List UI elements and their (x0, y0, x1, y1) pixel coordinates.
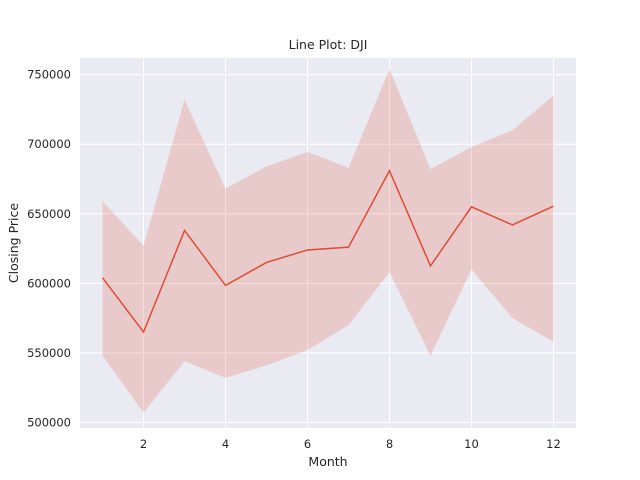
y-axis-title: Closing Price (6, 203, 21, 283)
y-tick-label: 600000 (27, 276, 71, 290)
plot-background (80, 58, 576, 428)
y-tick-label: 750000 (27, 68, 71, 82)
y-tick-labels: 500000 550000 600000 650000 700000 750000 (27, 68, 71, 430)
x-tick-label: 10 (464, 437, 479, 451)
x-tick-label: 2 (140, 437, 147, 451)
x-tick-label: 6 (304, 437, 311, 451)
y-tick-label: 650000 (27, 207, 71, 221)
x-tick-labels: 2 4 6 8 10 12 (140, 437, 561, 451)
x-tick-label: 12 (546, 437, 561, 451)
series-line (101, 168, 554, 334)
chart-title: Line Plot: DJI (289, 37, 368, 52)
y-tick-label: 550000 (27, 346, 71, 360)
x-tick-label: 4 (222, 437, 229, 451)
x-axis-title: Month (308, 454, 347, 469)
x-tick-label: 8 (386, 437, 393, 451)
confidence-band (102, 69, 554, 413)
y-tick-label: 700000 (27, 137, 71, 151)
y-tick-label: 500000 (27, 415, 71, 429)
x-gridlines (143, 58, 554, 428)
